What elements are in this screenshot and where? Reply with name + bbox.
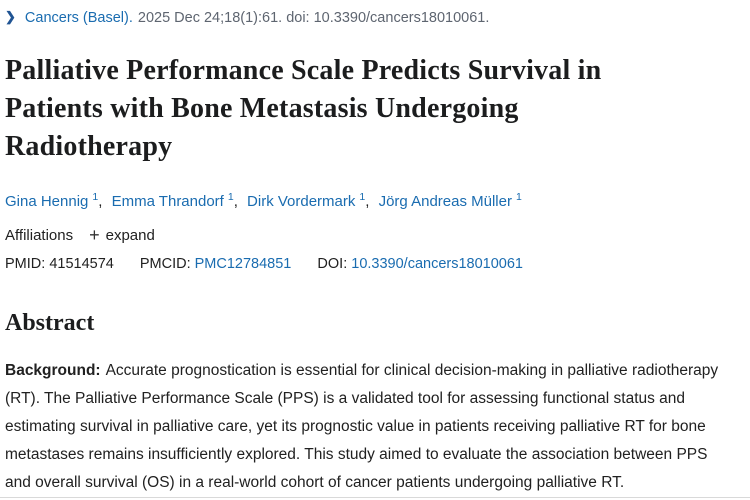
author-separator: , — [233, 193, 238, 210]
article-title-line: Radiotherapy — [5, 131, 173, 162]
plus-icon: + — [89, 225, 100, 245]
author-separator: , — [365, 193, 370, 210]
pmid-group: PMID: 41514574 — [5, 256, 118, 272]
doi-group: DOI: 10.3390/cancers18010061 — [317, 256, 523, 272]
affiliations-row: Affiliations + expand — [5, 226, 742, 244]
pmcid-group: PMCID: PMC12784851 — [140, 256, 296, 272]
article-title-line: Patients with Bone Metastasis Undergoing — [5, 93, 519, 124]
pmcid-link[interactable]: PMC12784851 — [194, 256, 292, 272]
journal-citation-bar: ❯ Cancers (Basel). 2025 Dec 24;18(1):61.… — [5, 9, 742, 26]
author-affiliation-sup[interactable]: 1 — [227, 191, 234, 203]
author-separator: , — [98, 193, 103, 210]
authors-list: Gina Hennig 1, Emma Thrandorf 1, Dirk Vord… — [5, 191, 742, 210]
affiliations-expand-button[interactable]: + expand — [89, 226, 155, 244]
doi-link[interactable]: 10.3390/cancers18010061 — [351, 256, 523, 272]
chevron-right-icon[interactable]: ❯ — [5, 9, 16, 24]
pmcid-label: PMCID: — [139, 256, 191, 272]
doi-label: DOI: — [317, 256, 348, 272]
author-link[interactable]: Dirk Vordermark — [247, 193, 356, 210]
author-affiliation-sup[interactable]: 1 — [359, 191, 366, 203]
abstract-background-text: Accurate prognostication is essential fo… — [5, 362, 719, 491]
pmid-label: PMID: — [5, 256, 46, 272]
pmid-value: 41514574 — [49, 256, 114, 272]
abstract-background-label: Background: — [5, 362, 101, 379]
author-link[interactable]: Gina Hennig — [5, 193, 89, 210]
author-affiliation-sup[interactable]: 1 — [92, 191, 99, 203]
author-link[interactable]: Emma Thrandorf — [111, 193, 224, 210]
citation-text: 2025 Dec 24;18(1):61. doi: 10.3390/cance… — [137, 10, 490, 26]
identifiers-row: PMID: 41514574 PMCID: PMC12784851 DOI: 1… — [5, 256, 742, 272]
article-title: Palliative Performance Scale Predicts Su… — [5, 52, 742, 166]
author-link[interactable]: Jörg Andreas Müller — [378, 193, 512, 210]
journal-link[interactable]: Cancers (Basel). — [24, 10, 133, 26]
affiliations-label: Affiliations — [5, 226, 74, 244]
bottom-divider — [0, 497, 750, 498]
abstract-heading: Abstract — [5, 310, 95, 336]
expand-label: expand — [105, 226, 155, 244]
article-title-line: Palliative Performance Scale Predicts Su… — [5, 55, 602, 86]
author-affiliation-sup[interactable]: 1 — [515, 191, 522, 203]
abstract-paragraph: Background: Accurate prognostication is e… — [5, 357, 725, 497]
